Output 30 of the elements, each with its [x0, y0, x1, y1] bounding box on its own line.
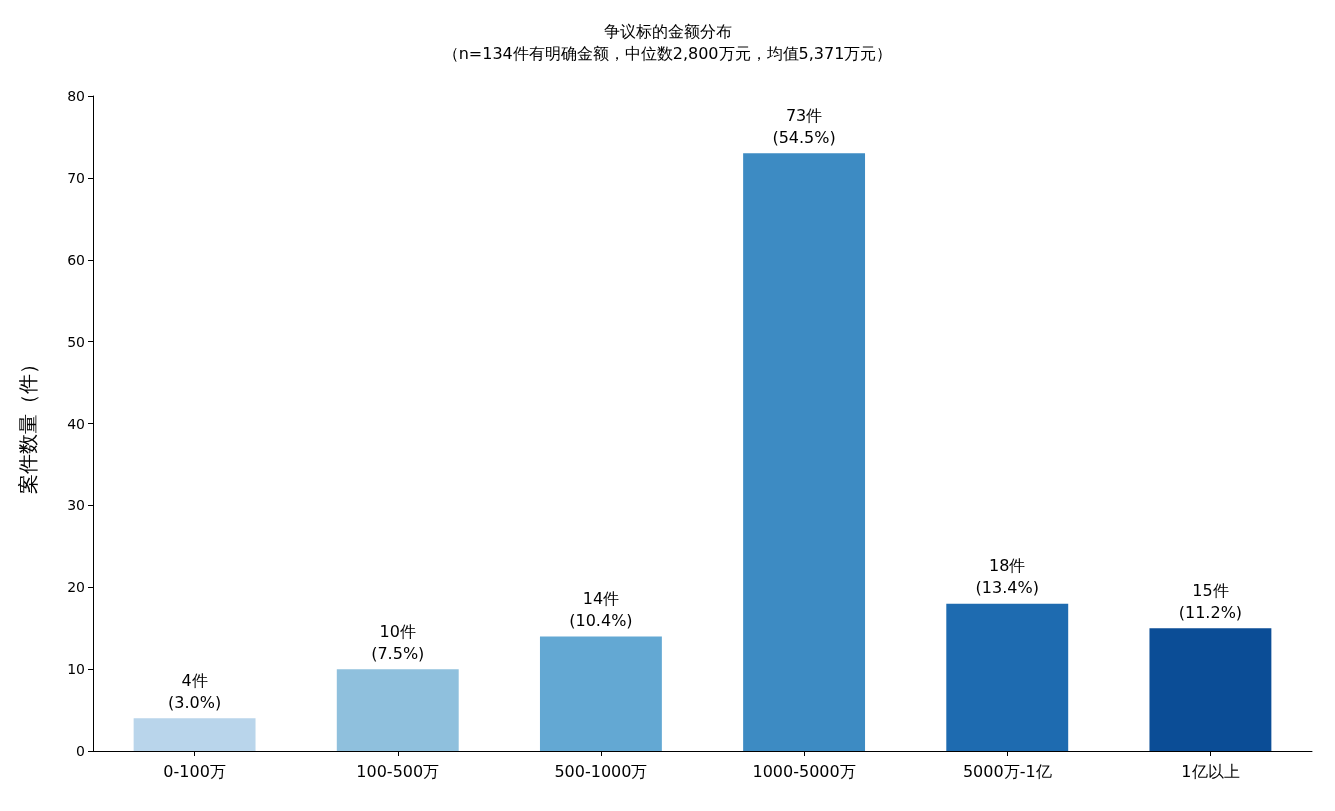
data-label: 15件 (11.2%) [1178, 580, 1243, 622]
bar [133, 718, 256, 751]
y-tick-label: 80 [67, 88, 85, 104]
x-tick-label: 100-500万 [356, 761, 440, 781]
data-label: 10件 (7.5%) [371, 621, 425, 663]
data-label: 4件 (3.0%) [168, 670, 222, 712]
data-label: 14件 (10.4%) [569, 588, 633, 630]
y-tick-label: 10 [67, 661, 85, 678]
y-tick-label: 60 [67, 251, 85, 268]
data-label: 73件 (54.5%) [772, 105, 836, 147]
y-axis-title: 案件数量（件） [16, 353, 40, 494]
y-tick-label: 70 [67, 169, 85, 186]
chart-subtitle: （n=134件有明确金额，中位数2,800万元，均值5,371万元） [442, 43, 893, 63]
bar [1149, 628, 1272, 751]
x-tick-label: 5000万-1亿 [962, 761, 1052, 781]
bar [946, 603, 1069, 751]
y-tick-label: 30 [67, 497, 85, 514]
y-tick-label: 40 [67, 415, 85, 432]
y-tick-label: 50 [67, 333, 85, 350]
x-tick-label: 0-100万 [163, 761, 226, 781]
x-tick-label: 500-1000万 [554, 761, 648, 781]
y-tick-label: 0 [76, 743, 85, 759]
y-tick-label: 20 [67, 579, 85, 596]
chart-title: 争议标的金额分布 [603, 21, 732, 41]
x-tick-label: 1000-5000万 [752, 761, 856, 781]
data-label: 18件 (13.4%) [975, 556, 1039, 598]
x-tick-label: 1亿以上 [1181, 761, 1240, 781]
bar [336, 669, 459, 751]
bar [539, 636, 662, 751]
bar [743, 153, 866, 751]
